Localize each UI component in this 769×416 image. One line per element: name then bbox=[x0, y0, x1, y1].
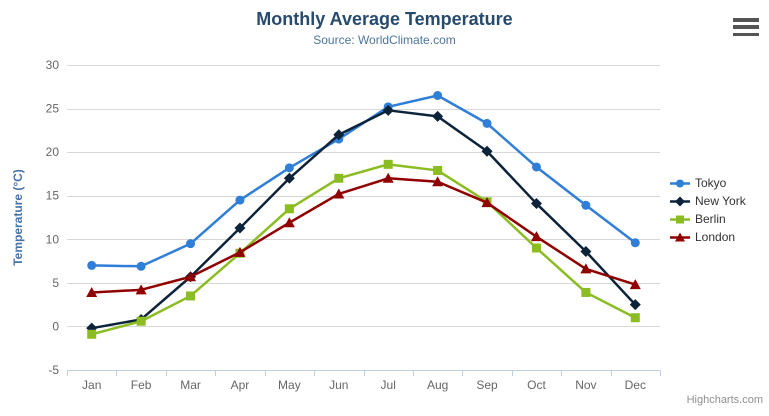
data-point-diamond[interactable] bbox=[333, 129, 345, 141]
data-point-circle[interactable] bbox=[433, 91, 443, 100]
data-point-square[interactable] bbox=[136, 316, 146, 326]
data-point-square[interactable] bbox=[531, 243, 541, 253]
data-point-diamond[interactable] bbox=[432, 110, 444, 122]
data-point-circle[interactable] bbox=[136, 261, 146, 271]
hamburger-icon bbox=[733, 32, 759, 36]
legend-item-tokyo[interactable]: Tokyo bbox=[670, 176, 746, 190]
data-point-triangle[interactable] bbox=[333, 188, 345, 199]
legend-item-berlin[interactable]: Berlin bbox=[670, 212, 746, 226]
data-point-diamond[interactable] bbox=[382, 104, 394, 116]
series-line bbox=[90, 177, 637, 294]
series-tokyo[interactable] bbox=[87, 91, 640, 271]
y-axis-tick-label: 15 bbox=[46, 189, 60, 203]
context-menu-button[interactable] bbox=[733, 18, 759, 36]
data-point-triangle[interactable] bbox=[530, 231, 542, 242]
hamburger-icon bbox=[733, 18, 759, 22]
data-point-square[interactable] bbox=[581, 287, 591, 297]
y-axis-tick-label: 0 bbox=[52, 319, 59, 333]
data-point-triangle[interactable] bbox=[580, 263, 592, 274]
data-point-square[interactable] bbox=[630, 313, 640, 323]
data-point-triangle[interactable] bbox=[234, 246, 246, 257]
data-point-triangle[interactable] bbox=[135, 284, 147, 295]
series-line bbox=[90, 94, 637, 268]
y-axis-tick-label: 10 bbox=[46, 232, 60, 246]
y-axis-title: Temperature (°C) bbox=[11, 169, 25, 266]
legend-label: Tokyo bbox=[695, 176, 727, 190]
y-axis-tick-label: 5 bbox=[52, 276, 59, 290]
x-axis-tick-label: May bbox=[278, 378, 301, 392]
data-point-triangle[interactable] bbox=[675, 232, 685, 241]
chart-subtitle: Source: WorldClimate.com bbox=[313, 33, 456, 47]
series-new-york[interactable] bbox=[86, 104, 641, 334]
x-axis-tick-label: Oct bbox=[527, 378, 546, 392]
legend-label: London bbox=[695, 230, 736, 244]
legend-marker-triangle-icon bbox=[670, 232, 690, 241]
x-axis-tick-label: Mar bbox=[180, 378, 201, 392]
data-point-circle[interactable] bbox=[235, 195, 245, 205]
data-point-triangle[interactable] bbox=[283, 217, 295, 228]
data-point-diamond[interactable] bbox=[283, 172, 295, 184]
x-axis-tick-label: Apr bbox=[231, 378, 250, 392]
hamburger-icon bbox=[733, 25, 759, 29]
data-point-circle[interactable] bbox=[630, 238, 640, 248]
data-point-circle[interactable] bbox=[581, 200, 591, 210]
x-axis-tick-label: Nov bbox=[575, 378, 596, 392]
legend-item-new-york[interactable]: New York bbox=[670, 194, 746, 208]
data-point-square[interactable] bbox=[334, 173, 344, 183]
data-point-diamond[interactable] bbox=[530, 198, 542, 210]
data-point-square[interactable] bbox=[284, 204, 294, 214]
series-london[interactable] bbox=[86, 172, 641, 297]
data-point-square[interactable] bbox=[87, 329, 97, 339]
x-axis-tick-label: Sep bbox=[476, 378, 498, 392]
x-axis-tick-label: Jan bbox=[82, 378, 101, 392]
legend-marker-square-icon bbox=[670, 215, 690, 223]
data-point-triangle[interactable] bbox=[432, 176, 444, 187]
data-point-diamond[interactable] bbox=[234, 222, 246, 234]
legend-marker-circle-icon bbox=[670, 179, 690, 187]
data-point-square[interactable] bbox=[186, 291, 196, 301]
data-point-square[interactable] bbox=[676, 215, 684, 223]
y-axis-tick-label: 20 bbox=[46, 145, 60, 159]
data-point-circle[interactable] bbox=[87, 260, 97, 270]
legend-label: Berlin bbox=[695, 212, 726, 226]
data-point-diamond[interactable] bbox=[481, 145, 493, 157]
series-line bbox=[90, 109, 637, 330]
x-axis-tick-label: Feb bbox=[131, 378, 152, 392]
legend-marker-diamond-icon bbox=[670, 196, 690, 206]
data-point-triangle[interactable] bbox=[185, 271, 197, 282]
data-point-square[interactable] bbox=[433, 165, 443, 175]
x-axis-tick-label: Jun bbox=[329, 378, 348, 392]
data-point-square[interactable] bbox=[383, 159, 393, 169]
y-axis-tick-label: -5 bbox=[48, 363, 59, 377]
data-point-diamond[interactable] bbox=[629, 299, 641, 311]
y-axis-tick-label: 30 bbox=[46, 58, 60, 72]
series-line bbox=[90, 163, 637, 336]
credits-link[interactable]: Highcharts.com bbox=[686, 394, 763, 406]
data-point-circle[interactable] bbox=[284, 163, 294, 173]
data-point-triangle[interactable] bbox=[86, 286, 98, 297]
legend: Tokyo New York Berlin London bbox=[670, 176, 746, 244]
data-point-triangle[interactable] bbox=[481, 197, 493, 208]
data-point-circle[interactable] bbox=[676, 179, 684, 187]
data-point-circle[interactable] bbox=[482, 118, 492, 128]
data-point-circle[interactable] bbox=[531, 162, 541, 172]
data-point-triangle[interactable] bbox=[382, 172, 394, 183]
data-point-circle[interactable] bbox=[186, 239, 196, 249]
x-axis-tick-label: Dec bbox=[625, 378, 646, 392]
chart-title: Monthly Average Temperature bbox=[256, 9, 513, 29]
data-point-triangle[interactable] bbox=[629, 279, 641, 290]
data-point-diamond[interactable] bbox=[580, 245, 592, 257]
data-point-diamond[interactable] bbox=[675, 196, 685, 206]
x-axis-tick-label: Jul bbox=[381, 378, 396, 392]
legend-item-london[interactable]: London bbox=[670, 230, 746, 244]
x-axis-tick-label: Aug bbox=[427, 378, 448, 392]
y-axis-tick-label: 25 bbox=[46, 102, 60, 116]
legend-label: New York bbox=[695, 194, 746, 208]
